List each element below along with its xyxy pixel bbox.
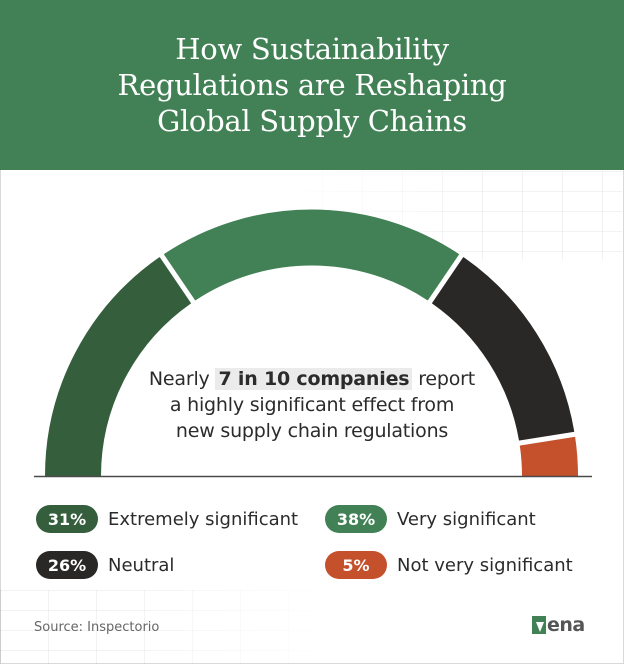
legend-item-extremely-significant: 31% Extremely significant [36, 505, 298, 533]
legend-label: Very significant [397, 508, 536, 530]
value-pill: 5% [325, 551, 387, 579]
legend-item-neutral: 26% Neutral [36, 551, 174, 579]
annotation-highlight: 7 in 10 companies [215, 368, 413, 390]
gauge-segment-extremely-significant [45, 257, 191, 477]
source-citation: Source: Inspectorio [34, 620, 160, 635]
vena-logo: ena [532, 614, 585, 636]
legend-item-not-very-significant: 5% Not very significant [325, 551, 573, 579]
gauge-segment-very-significant [163, 209, 460, 301]
vena-logo-text: ena [547, 614, 585, 636]
gauge-segment-neutral [432, 257, 575, 441]
header-banner: How Sustainability Regulations are Resha… [0, 0, 624, 170]
half-donut-gauge [34, 209, 592, 478]
legend-label: Extremely significant [108, 508, 299, 530]
legend-item-very-significant: 38% Very significant [325, 505, 536, 533]
value-pill: 31% [36, 505, 98, 533]
annotation-line-2: a highly significant effect from [169, 394, 455, 416]
annotation-line-3: new supply chain regulations [175, 420, 449, 442]
legend-label: Not very significant [397, 554, 573, 576]
gauge-annotation: Nearly 7 in 10 companies report a highly… [130, 366, 494, 444]
page-title: How Sustainability Regulations are Resha… [117, 32, 507, 138]
annotation-prefix: Nearly [148, 368, 210, 390]
gauge-segment-not-very-significant [519, 436, 578, 477]
value-pill: 26% [36, 551, 98, 579]
annotation-suffix: report [418, 368, 476, 390]
vena-logo-mark-icon [532, 616, 546, 634]
legend-label: Neutral [108, 554, 175, 576]
value-pill: 38% [325, 505, 387, 533]
